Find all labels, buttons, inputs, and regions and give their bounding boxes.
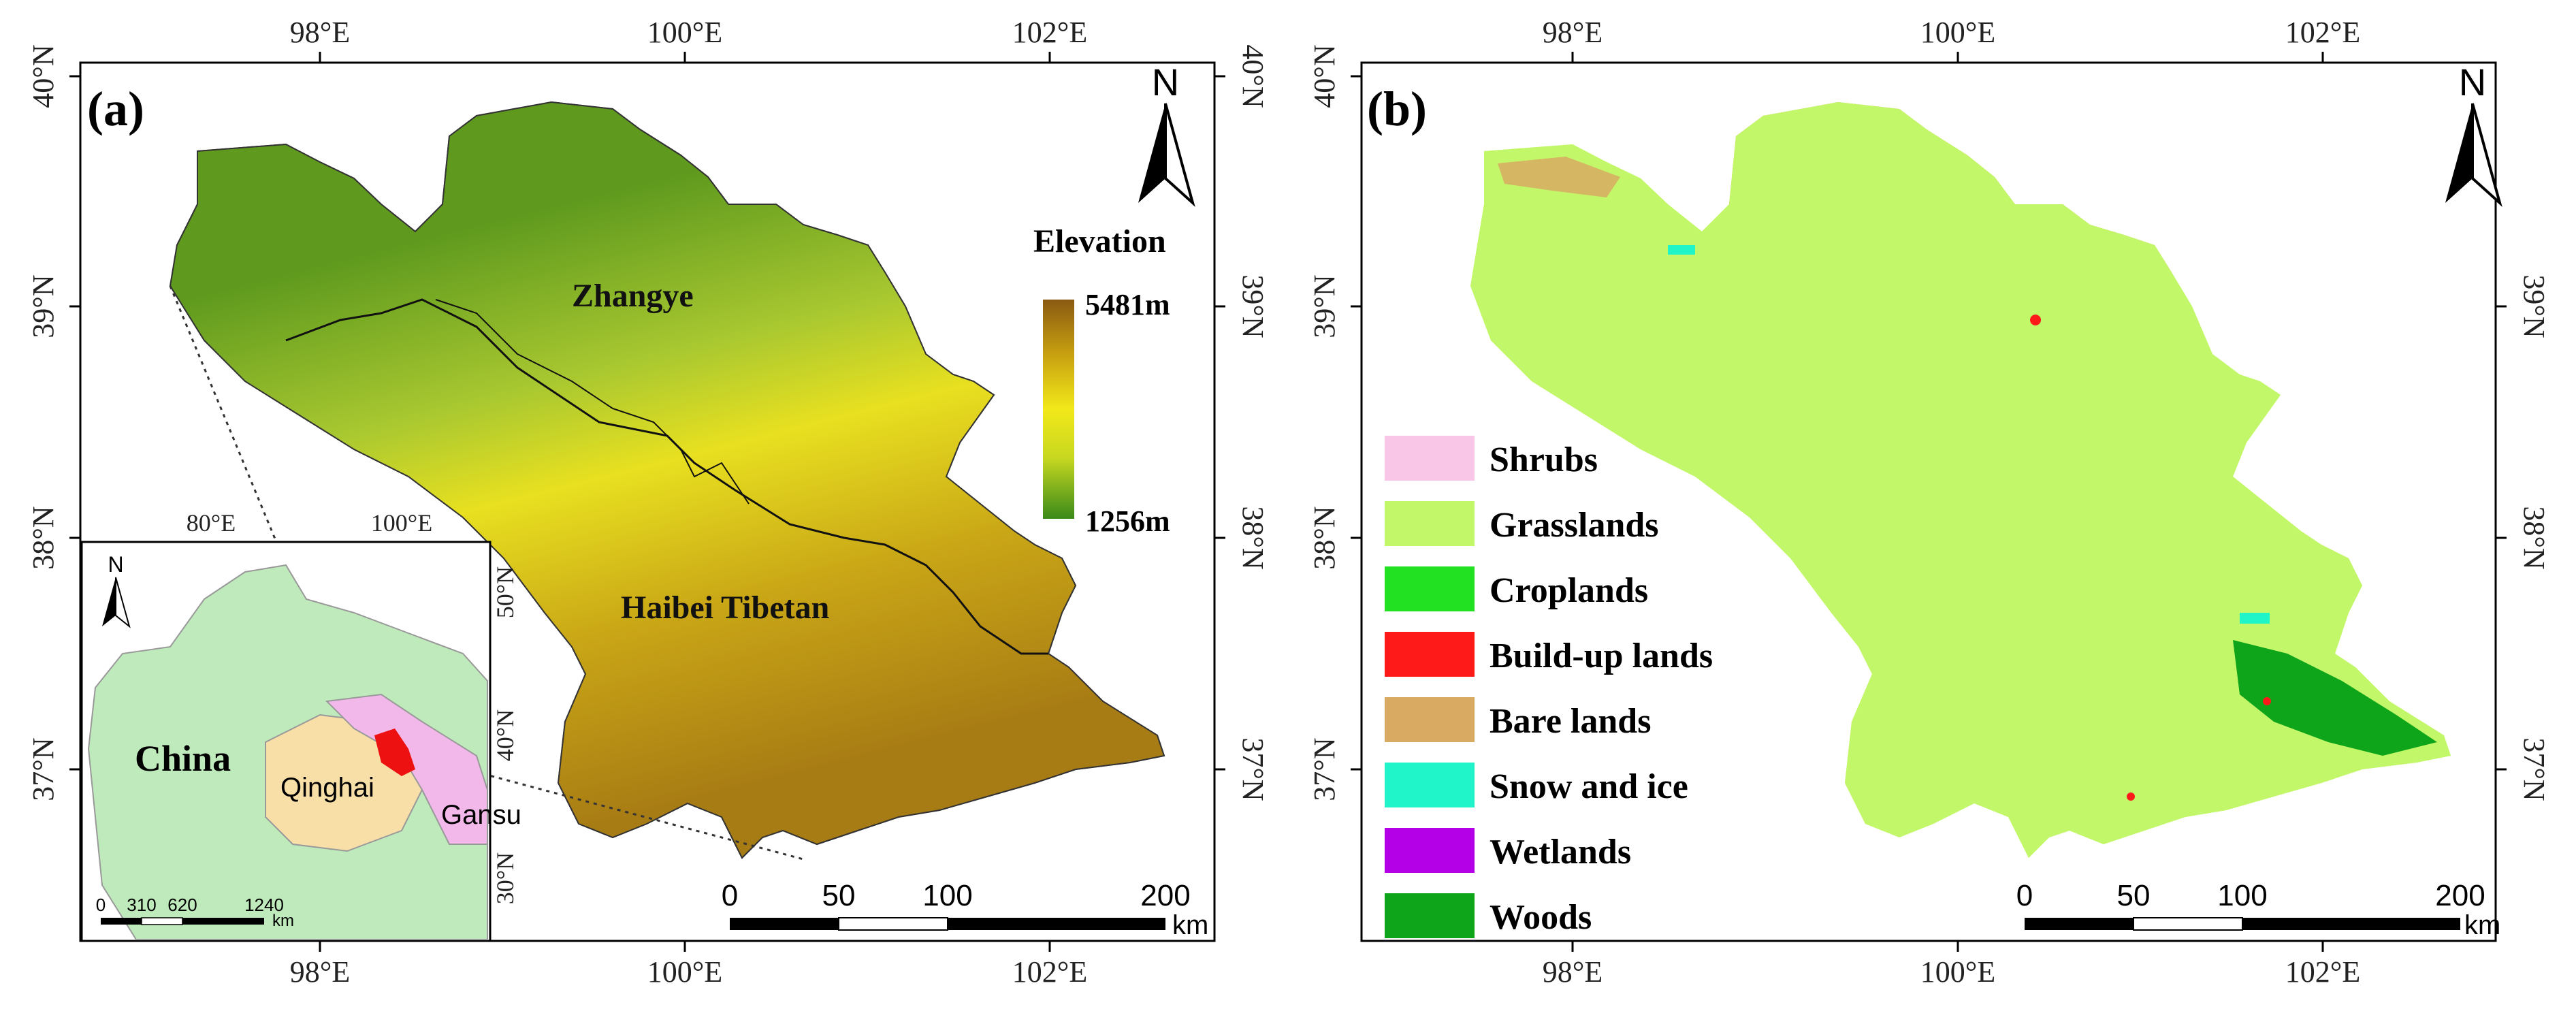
- panel-a: 98°E 100°E 102°E 98°E 100°E 102°E 40°N 3…: [27, 16, 1270, 989]
- legend-item: Wetlands: [1385, 828, 1631, 873]
- legend-label: Grasslands: [1490, 506, 1659, 545]
- legend-label: Shrubs: [1490, 441, 1598, 479]
- b-left-tick: 39°N: [1308, 274, 1341, 338]
- a-top-tick: 102°E: [1012, 16, 1087, 49]
- a-left-tick: 40°N: [27, 44, 60, 108]
- inset-scale-tick: 0: [96, 895, 106, 915]
- inset-scale-tick: 310: [127, 895, 156, 915]
- legend-swatch: [1385, 566, 1475, 611]
- legend-swatch: [1385, 697, 1475, 742]
- north-label: N: [1152, 61, 1179, 103]
- b-right-tick: 38°N: [2517, 506, 2551, 569]
- inset-label-qinghai: Qinghai: [280, 773, 374, 803]
- legend-item: Bare lands: [1385, 697, 1651, 742]
- legend-item: Grasslands: [1385, 501, 1659, 546]
- legend-item: Snow and ice: [1385, 763, 1688, 807]
- inset-right-tick: 50°N: [492, 566, 519, 618]
- b-left-tick: 37°N: [1308, 737, 1341, 801]
- elevation-colorbar: [1043, 300, 1074, 519]
- legend-swatch: [1385, 436, 1475, 481]
- elevation-legend: Elevation 5481m 1256m: [1033, 223, 1170, 538]
- legend-swatch: [1385, 501, 1475, 546]
- b-right-tick: 37°N: [2517, 737, 2551, 801]
- panel-b: 98°E 100°E 102°E 98°E 100°E 102°E 40°N 3…: [1308, 16, 2551, 989]
- a-left-tick: 37°N: [27, 737, 60, 801]
- north-arrow-icon: N: [2445, 61, 2502, 208]
- scale-tick: 200: [2435, 879, 2485, 912]
- a-right-tick: 40°N: [1236, 44, 1270, 108]
- inset-scale-tick: 620: [167, 895, 197, 915]
- legend-label: Bare lands: [1490, 702, 1651, 741]
- a-bottom-tick: 100°E: [647, 955, 722, 989]
- study-area-marker: [374, 728, 415, 776]
- a-left-tick: 38°N: [27, 506, 60, 569]
- legend-label: Snow and ice: [1490, 767, 1688, 806]
- a-left-tick: 39°N: [27, 274, 60, 338]
- legend-label: Wetlands: [1490, 833, 1631, 871]
- legend-item: Woods: [1385, 893, 1592, 938]
- inset-right-tick: 30°N: [492, 852, 519, 904]
- scale-bar: 0 50 100 200 km: [2016, 879, 2501, 940]
- panel-b-label: (b): [1367, 82, 1427, 136]
- a-right-tick: 38°N: [1236, 506, 1270, 569]
- scale-tick: 50: [2117, 879, 2151, 912]
- legend-swatch: [1385, 632, 1475, 677]
- a-right-tick: 39°N: [1236, 274, 1270, 338]
- legend-swatch: [1385, 763, 1475, 807]
- land-use-map: [1470, 102, 2451, 858]
- legend-item: Build-up lands: [1385, 632, 1713, 677]
- b-top-tick: 100°E: [1920, 16, 1995, 49]
- legend-swatch: [1385, 828, 1475, 873]
- scale-tick: 50: [822, 879, 856, 912]
- scale-bar: 0 50 100 200 km: [722, 879, 1209, 940]
- scale-tick: 100: [922, 879, 972, 912]
- inset-scale-tick: 1240: [244, 895, 284, 915]
- inset-north-label: N: [108, 552, 123, 577]
- b-left-tick: 38°N: [1308, 506, 1341, 569]
- inset-top-tick: 80°E: [187, 509, 236, 536]
- north-label: N: [2459, 61, 2486, 103]
- inset-label-china: China: [135, 738, 231, 779]
- a-top-tick: 100°E: [647, 16, 722, 49]
- legend-item: Croplands: [1385, 566, 1648, 611]
- legend-item: Shrubs: [1385, 436, 1598, 481]
- panel-a-label: (a): [87, 82, 144, 136]
- legend-label: Woods: [1490, 898, 1592, 937]
- scale-tick: 0: [722, 879, 738, 912]
- b-top-tick: 98°E: [1543, 16, 1603, 49]
- inset-north-arrow-icon: N: [102, 552, 131, 628]
- inset-label-gansu: Gansu: [441, 800, 521, 830]
- b-right-tick: 39°N: [2517, 274, 2551, 338]
- land-use-legend: Shrubs Grasslands Croplands Build-up lan…: [1385, 436, 1713, 938]
- legend-swatch: [1385, 893, 1475, 938]
- b-left-tick: 40°N: [1308, 44, 1341, 108]
- b-bottom-tick: 102°E: [2285, 955, 2360, 989]
- a-right-tick: 37°N: [1236, 737, 1270, 801]
- legend-label: Croplands: [1490, 571, 1648, 610]
- scale-tick: 0: [2016, 879, 2033, 912]
- legend-label: Build-up lands: [1490, 637, 1713, 675]
- b-top-tick: 102°E: [2285, 16, 2360, 49]
- north-arrow-icon: N: [1138, 61, 1195, 208]
- legend-title: Elevation: [1033, 223, 1166, 259]
- scale-tick: 200: [1140, 879, 1190, 912]
- inset-top-tick: 100°E: [371, 509, 432, 536]
- a-bottom-tick: 98°E: [290, 955, 350, 989]
- scale-tick: 100: [2217, 879, 2267, 912]
- a-bottom-tick: 102°E: [1012, 955, 1087, 989]
- a-top-tick: 98°E: [290, 16, 350, 49]
- elevation-map: Zhangye Haibei Tibetan: [169, 101, 1165, 859]
- scale-unit: km: [1172, 910, 1208, 940]
- b-bottom-tick: 98°E: [1543, 955, 1603, 989]
- region-label-zhangye: Zhangye: [572, 278, 694, 314]
- b-bottom-tick: 100°E: [1920, 955, 1995, 989]
- scale-unit: km: [2464, 910, 2500, 940]
- elevation-max: 5481m: [1085, 288, 1170, 321]
- inset-scale-unit: km: [272, 912, 294, 930]
- inset-right-tick: 40°N: [492, 709, 519, 761]
- region-label-haibei: Haibei Tibetan: [621, 590, 829, 626]
- location-inset: 80°E 100°E 50°N 40°N 30°N China Qinghai …: [80, 509, 521, 942]
- elevation-min: 1256m: [1085, 505, 1170, 538]
